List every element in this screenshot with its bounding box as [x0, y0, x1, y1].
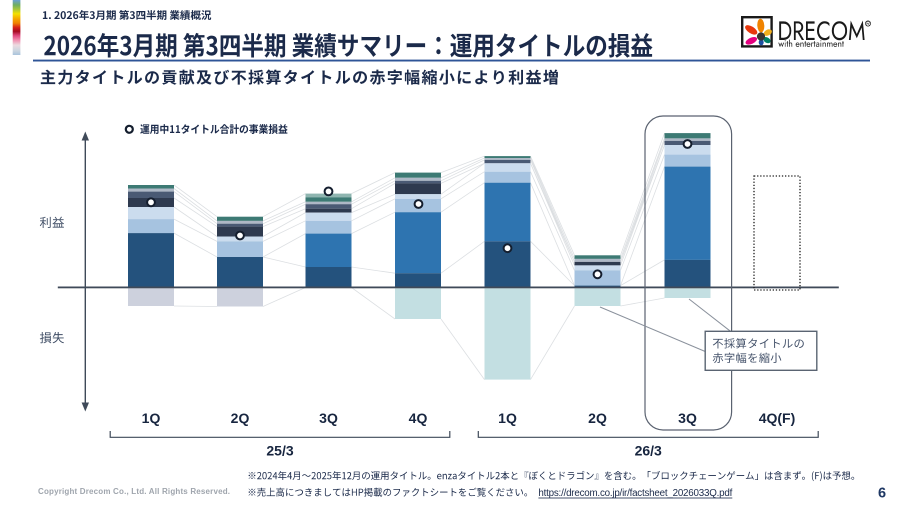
- svg-text:26/3: 26/3: [635, 443, 662, 459]
- svg-text:6: 6: [878, 486, 886, 502]
- svg-text:25/3: 25/3: [266, 443, 293, 459]
- svg-text:Copyright Drecom Co., Ltd. All: Copyright Drecom Co., Ltd. All Rights Re…: [38, 487, 230, 496]
- svg-text:3Q: 3Q: [319, 410, 338, 426]
- svg-text:2Q: 2Q: [231, 410, 250, 426]
- svg-text:R: R: [866, 21, 870, 27]
- svg-text:3Q: 3Q: [678, 410, 697, 426]
- svg-text:1Q: 1Q: [498, 410, 517, 426]
- svg-text:https://drecom.co.jp/ir/factsh: https://drecom.co.jp/ir/factsheet_202603…: [538, 488, 732, 499]
- svg-text:4Q(F): 4Q(F): [759, 410, 796, 426]
- svg-text:1Q: 1Q: [142, 410, 161, 426]
- svg-text:4Q: 4Q: [409, 410, 428, 426]
- svg-text:2Q: 2Q: [588, 410, 607, 426]
